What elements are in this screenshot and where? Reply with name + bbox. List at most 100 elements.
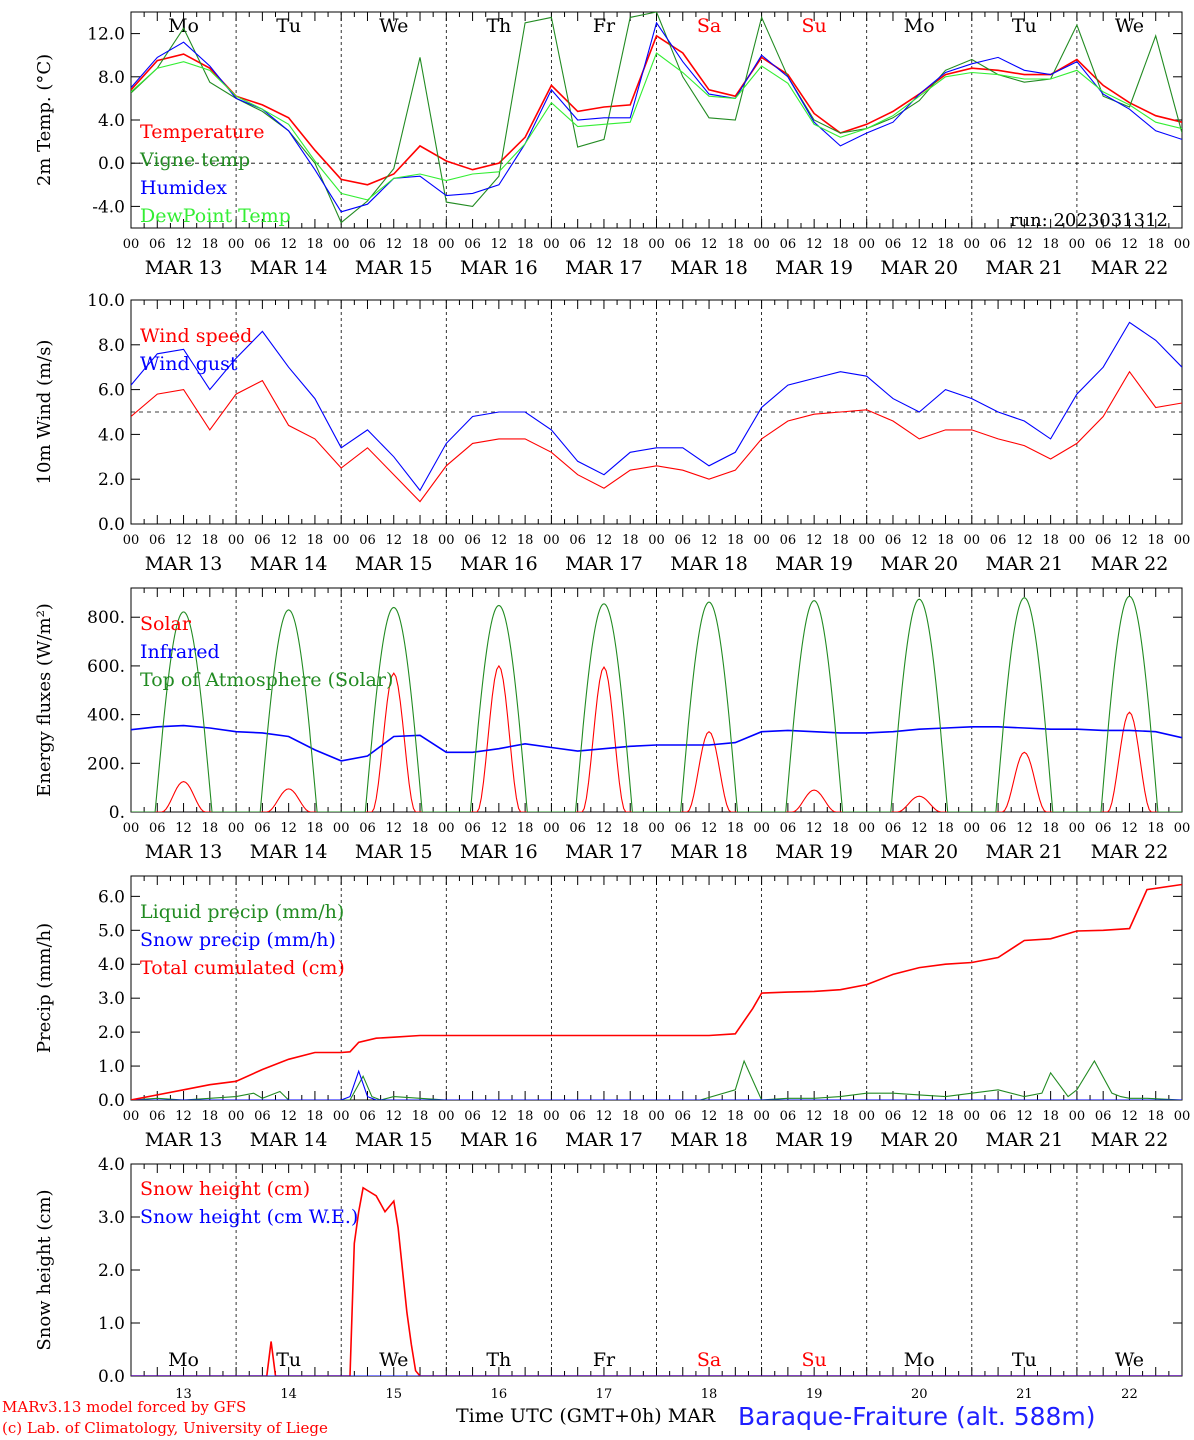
hour-tick-label: 06 — [254, 237, 271, 252]
hour-tick-label: 18 — [412, 533, 429, 548]
hour-tick-label: 12 — [385, 533, 402, 548]
hour-tick-label: 06 — [885, 237, 902, 252]
date-label: MAR 19 — [775, 1129, 853, 1151]
series-line-dewpoint-temp — [131, 52, 1182, 201]
hour-tick-label: 12 — [385, 821, 402, 836]
hour-tick-label: 00 — [543, 1109, 560, 1124]
hour-tick-label: 12 — [596, 821, 613, 836]
date-label: MAR 15 — [355, 1129, 433, 1151]
date-label: MAR 16 — [460, 1129, 538, 1151]
date-label: MAR 20 — [880, 257, 958, 279]
hour-tick-label: 12 — [701, 1109, 718, 1124]
hour-tick-label: 00 — [543, 821, 560, 836]
y-tick-label: 0.0 — [98, 154, 125, 174]
hour-tick-label: 18 — [1042, 1109, 1059, 1124]
hour-tick-label: 00 — [228, 1109, 245, 1124]
hour-tick-label: 06 — [359, 237, 376, 252]
y-tick-label: 3.0 — [98, 989, 125, 1009]
hour-tick-label: 18 — [412, 237, 429, 252]
panel-4: 0.0 1.0 2.0 3.0 4.0 5.0 6.0 Precip (mm/h) 00 06 12… — [34, 875, 1190, 1151]
hour-tick-label: 06 — [359, 821, 376, 836]
hour-tick-label: 00 — [123, 1109, 140, 1124]
legend-entry: Temperature — [140, 121, 264, 143]
y-tick-label: 8.0 — [98, 336, 125, 356]
date-label: MAR 18 — [670, 1129, 748, 1151]
hour-tick-label: 00 — [123, 533, 140, 548]
day-number-label: 21 — [1016, 1387, 1033, 1402]
hour-tick-label: 06 — [885, 821, 902, 836]
hour-tick-label: 12 — [701, 821, 718, 836]
day-number-label: 15 — [385, 1387, 402, 1402]
series-line-total-cumulated-cm- — [131, 883, 1182, 1100]
weekday-label: Mo — [904, 1349, 935, 1371]
hour-tick-label: 12 — [596, 237, 613, 252]
hour-tick-label: 00 — [438, 533, 455, 548]
hour-tick-label: 18 — [1147, 533, 1164, 548]
series-line-humidex — [131, 21, 1182, 213]
weekday-label: Tu — [276, 15, 301, 37]
series-line-snow-height-cm- — [131, 1186, 1182, 1376]
hour-tick-label: 06 — [675, 237, 692, 252]
hour-tick-label: 18 — [412, 821, 429, 836]
legend-entry: Humidex — [140, 177, 227, 199]
date-label: MAR 13 — [145, 553, 223, 575]
hour-tick-label: 18 — [1042, 237, 1059, 252]
hour-tick-label: 12 — [1016, 821, 1033, 836]
hour-tick-label: 18 — [727, 237, 744, 252]
hour-tick-label: 18 — [202, 237, 219, 252]
date-label: MAR 18 — [670, 553, 748, 575]
y-tick-label: 1.0 — [98, 1314, 125, 1334]
hour-tick-label: 06 — [990, 821, 1007, 836]
legend-entry: DewPoint Temp — [140, 205, 291, 227]
panel-3: 0. 200. 400. 600. 800. Energy fluxes (W/m²) 00… — [34, 587, 1190, 863]
hour-tick-label: 06 — [254, 533, 271, 548]
date-label: MAR 15 — [355, 553, 433, 575]
date-label: MAR 22 — [1091, 841, 1169, 863]
hour-tick-label: 06 — [675, 821, 692, 836]
hour-tick-label: 12 — [1016, 533, 1033, 548]
y-tick-label: 6.0 — [98, 381, 125, 401]
date-label: MAR 14 — [250, 553, 328, 575]
date-label: MAR 14 — [250, 841, 328, 863]
series-line-snow-precip-mm-h- — [131, 1069, 1182, 1100]
weekday-label: Fr — [593, 15, 616, 37]
date-label: MAR 19 — [775, 553, 853, 575]
y-axis-label: 2m Temp. (°C) — [34, 54, 55, 186]
hour-tick-label: 06 — [569, 237, 586, 252]
date-label: MAR 21 — [985, 1129, 1063, 1151]
date-label: MAR 14 — [250, 1129, 328, 1151]
hour-tick-label: 06 — [990, 237, 1007, 252]
legend-entry: Snow precip (mm/h) — [140, 929, 336, 951]
hour-tick-label: 00 — [753, 1109, 770, 1124]
series-line-wind-speed — [131, 370, 1182, 503]
y-tick-label: 4.0 — [98, 1155, 125, 1175]
series-line-infrared — [131, 724, 1182, 762]
y-tick-label: 8.0 — [98, 68, 125, 88]
hour-tick-label: 06 — [780, 237, 797, 252]
hour-tick-label: 06 — [1095, 821, 1112, 836]
series-line-liquid-precip-mm-h- — [131, 1059, 1182, 1100]
hour-tick-label: 18 — [1147, 821, 1164, 836]
hour-tick-label: 06 — [780, 1109, 797, 1124]
hour-tick-label: 18 — [202, 533, 219, 548]
hour-tick-label: 06 — [569, 821, 586, 836]
hour-tick-label: 06 — [675, 533, 692, 548]
hour-tick-label: 18 — [832, 533, 849, 548]
hour-tick-label: 12 — [175, 237, 192, 252]
hour-tick-label: 00 — [333, 237, 350, 252]
hour-tick-label: 06 — [1095, 237, 1112, 252]
hour-tick-label: 06 — [464, 1109, 481, 1124]
weekday-label: We — [1115, 1349, 1144, 1371]
hour-tick-label: 12 — [806, 533, 823, 548]
y-tick-label: 400. — [87, 706, 125, 726]
date-label: MAR 15 — [355, 257, 433, 279]
hour-tick-label: 00 — [858, 237, 875, 252]
legend-entry: Snow height (cm) — [140, 1178, 310, 1200]
y-tick-label: 0.0 — [98, 515, 125, 535]
hour-tick-label: 12 — [1121, 821, 1138, 836]
hour-tick-label: 00 — [1069, 1109, 1086, 1124]
hour-tick-label: 00 — [964, 533, 981, 548]
date-label: MAR 17 — [565, 1129, 643, 1151]
y-tick-label: 4.0 — [98, 111, 125, 131]
panel-1: -4.0 0.0 4.0 8.0 12.0 2m Temp. (°C) 00 06 12 18 MA… — [34, 11, 1190, 279]
